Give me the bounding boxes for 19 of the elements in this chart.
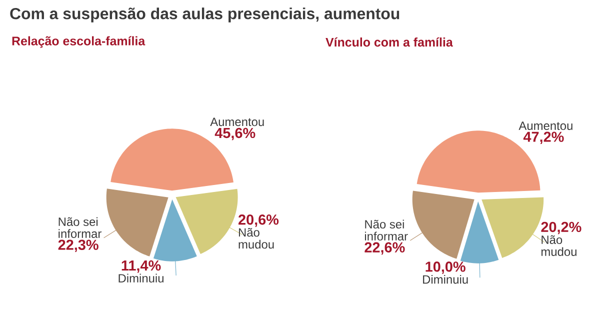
data-label: 11,4% (122, 260, 161, 273)
data-label: 10,0% (426, 262, 466, 274)
data-label: 22,3% (58, 240, 98, 252)
data-label: 20,2% (541, 222, 582, 234)
chart-subtitle: Relação escola-família (12, 36, 146, 48)
slice-label: Aumentou (518, 122, 572, 130)
slice-label: Não sei informar (364, 220, 408, 240)
data-label: 47,2% (523, 132, 564, 144)
slice-label: Não mudou (541, 235, 576, 256)
slice-label: Diminuiu (118, 274, 164, 283)
slice-label: Diminuiu (423, 274, 468, 284)
data-label: 22,6% (364, 242, 405, 255)
slice-label: Aumentou (210, 118, 264, 126)
data-label: 45,6% (214, 128, 256, 140)
data-label: 20,6% (238, 214, 279, 227)
slice-label: Não mudou (238, 228, 274, 249)
chart-title: Com a suspensão das aulas presenciais, aumentou (10, 8, 400, 22)
chart-subtitle: Vínculo com a família (326, 37, 453, 47)
slice-label: Não sei informar (58, 217, 102, 238)
